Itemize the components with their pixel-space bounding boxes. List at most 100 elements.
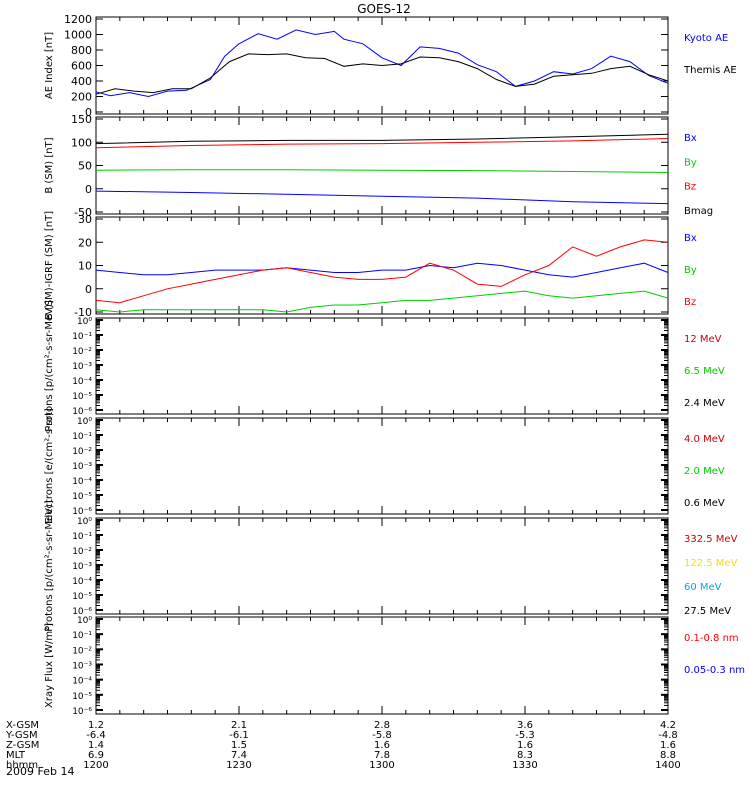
footer-value: -6.4 [86, 730, 106, 741]
footer-value: 1.2 [88, 720, 104, 731]
legend-label: By [684, 265, 697, 276]
y-tick-label: 10⁻³ [72, 362, 92, 372]
footer-row-label: Z-GSM [6, 740, 39, 751]
y-tick [661, 319, 668, 321]
footer-value: 8.3 [517, 750, 533, 761]
y-axis-label: B (SM) [nT] [44, 137, 55, 193]
y-tick-label: 10⁰ [77, 616, 92, 626]
panel-frame [95, 517, 669, 615]
legend-label: Bx [684, 133, 697, 144]
footer-value: -4.8 [658, 730, 678, 741]
y-tick-label: 10⁻⁵ [72, 592, 92, 602]
y-tick-label: 10⁻² [72, 347, 92, 357]
y-axis-label: Electrons [e/(cm²-s-sr)] [44, 408, 55, 524]
y-tick [96, 693, 103, 696]
legend-label: 60 MeV [684, 582, 722, 593]
y-tick [96, 709, 103, 711]
y-tick-label: 10⁻⁴ [72, 477, 92, 487]
y-tick-label: 10⁻⁵ [72, 392, 92, 402]
y-tick [96, 678, 103, 681]
y-tick [661, 663, 668, 666]
legend-label: 4.0 MeV [684, 434, 725, 445]
y-tick-label: 10⁻³ [72, 562, 92, 572]
footer-row-label: hhmm [6, 760, 38, 771]
y-tick-label: 400 [71, 75, 92, 88]
y-tick-label: 10⁻¹ [72, 332, 92, 342]
series-line-themis-ae [95, 53, 669, 95]
y-tick [661, 409, 668, 411]
series-line-kyoto-ae [95, 29, 669, 98]
footer-value: -5.8 [372, 730, 392, 741]
y-tick-label: 10⁻⁶ [72, 607, 92, 617]
y-tick [661, 579, 668, 581]
y-tick [661, 449, 668, 451]
y-tick [661, 693, 668, 696]
y-tick [661, 479, 668, 481]
footer-row-label: MLT [6, 750, 26, 761]
series-line-by [95, 290, 669, 313]
legend-label: 6.5 MeV [684, 366, 725, 377]
y-tick [661, 394, 668, 396]
y-tick [661, 434, 668, 436]
panel-6: Protons [p/(cm²-s-sr-MeV)] 10⁰ 10⁻¹ 10⁻² 10⁻… [44, 500, 738, 632]
legend-label: 0.1-0.8 nm [684, 633, 739, 644]
panel-frame [95, 216, 669, 315]
y-tick-label: 10⁻¹ [72, 432, 92, 442]
y-tick-label: 10⁻⁴ [72, 677, 92, 687]
y-tick-label: -10 [74, 306, 92, 319]
y-tick [661, 464, 668, 466]
y-tick [96, 594, 103, 596]
y-axis-label: Protons [p/(cm²-s-sr-MeV)] [44, 300, 55, 432]
panel-frame [95, 116, 669, 215]
y-tick [96, 648, 103, 651]
y-tick-label: 10⁻⁶ [72, 507, 92, 517]
y-tick-label: 30 [78, 213, 92, 226]
footer-value: 1.6 [660, 740, 676, 751]
y-axis-label: B (SM)-IGRF (SM) [nT] [44, 211, 55, 320]
y-tick [96, 464, 103, 466]
footer-value: 1230 [226, 760, 251, 771]
footer-value: 1.6 [517, 740, 533, 751]
y-tick [661, 709, 668, 711]
panel-3: B (SM)-IGRF (SM) [nT] -10 0 10 20 30 Bx By Bz [44, 211, 697, 320]
legend-label: 12 MeV [684, 334, 722, 345]
y-tick-label: 10⁰ [77, 517, 92, 527]
series-line-by [95, 169, 669, 173]
panel-2: B (SM) [nT] -50 0 50 100 150 Bx By Bz Bmag [44, 113, 713, 219]
y-tick-label: 10⁻⁶ [72, 707, 92, 717]
panels: AE Index [nT]020040060080010001200Kyoto … [44, 13, 745, 717]
y-tick [661, 419, 668, 421]
footer-value: 7.8 [374, 750, 390, 761]
footer-date: 2009 Feb 14 [6, 765, 74, 778]
legend-label: Bz [684, 182, 696, 193]
y-tick-label: 150 [71, 113, 92, 126]
y-tick-label: 10⁻³ [72, 462, 92, 472]
y-tick [661, 609, 668, 611]
y-tick [661, 534, 668, 536]
y-tick-label: 600 [71, 60, 92, 73]
footer-value: 3.6 [517, 720, 533, 731]
y-tick [96, 579, 103, 581]
y-tick [96, 379, 103, 381]
y-tick [661, 494, 668, 496]
y-tick-label: 200 [71, 91, 92, 104]
footer-value: 7.4 [231, 750, 247, 761]
y-tick-label: 10⁻² [72, 447, 92, 457]
y-tick [661, 509, 668, 511]
y-tick-label: 10⁻¹ [72, 631, 92, 641]
y-tick [96, 419, 103, 421]
footer-value: -5.3 [515, 730, 535, 741]
y-tick-label: 10⁻² [72, 646, 92, 656]
panel-frame [95, 616, 669, 715]
y-tick [661, 519, 668, 521]
y-axis-label: AE Index [nT] [44, 32, 55, 99]
y-tick [96, 319, 103, 321]
y-tick [661, 648, 668, 651]
footer-value: 1330 [512, 760, 537, 771]
footer-value: -6.1 [229, 730, 249, 741]
y-tick-label: 0 [85, 106, 92, 119]
y-tick [661, 633, 668, 636]
y-tick-label: 10 [78, 260, 92, 273]
y-tick [96, 449, 103, 451]
